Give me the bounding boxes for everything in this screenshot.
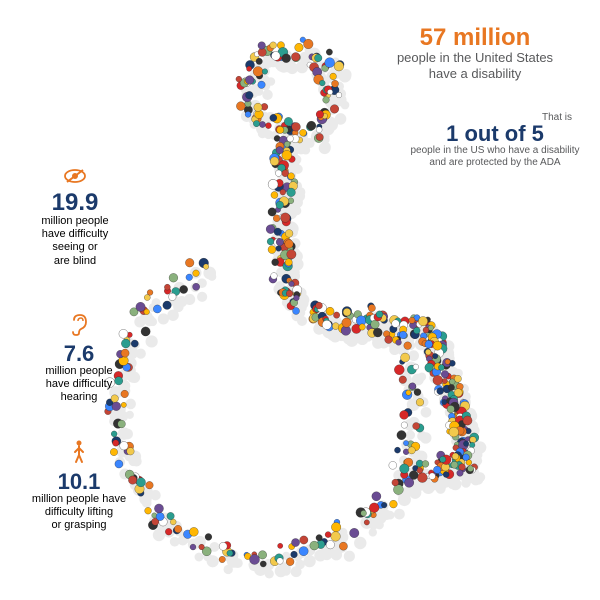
seeing-number: 19.9 (30, 191, 120, 215)
ear-icon (36, 314, 122, 341)
lifting-number: 10.1 (24, 471, 134, 493)
ratio-desc: people in the US who have a disability a… (400, 145, 590, 169)
headline-number: 57 million (370, 26, 580, 50)
eye-icon (30, 168, 120, 189)
person-icon (24, 440, 134, 469)
ratio-number: 1 out of 5 (400, 123, 590, 145)
hearing-desc: million people have difficulty hearing (36, 365, 122, 405)
seeing-desc: million people have difficulty seeing or… (30, 215, 120, 268)
hearing-stat: 7.6million people have difficulty hearin… (36, 314, 122, 405)
headline-desc: people in the United States have a disab… (370, 50, 580, 81)
lifting-stat: 10.1million people have difficulty lifti… (24, 440, 134, 533)
ratio-stat: That is 1 out of 5 people in the US who … (400, 112, 590, 169)
seeing-stat: 19.9million people have difficulty seein… (30, 168, 120, 268)
lifting-desc: million people have difficulty lifting o… (24, 493, 134, 533)
wheelchair-crowd-figure (100, 20, 520, 580)
hearing-number: 7.6 (36, 343, 122, 365)
headline-stat: 57 million people in the United States h… (370, 26, 580, 81)
